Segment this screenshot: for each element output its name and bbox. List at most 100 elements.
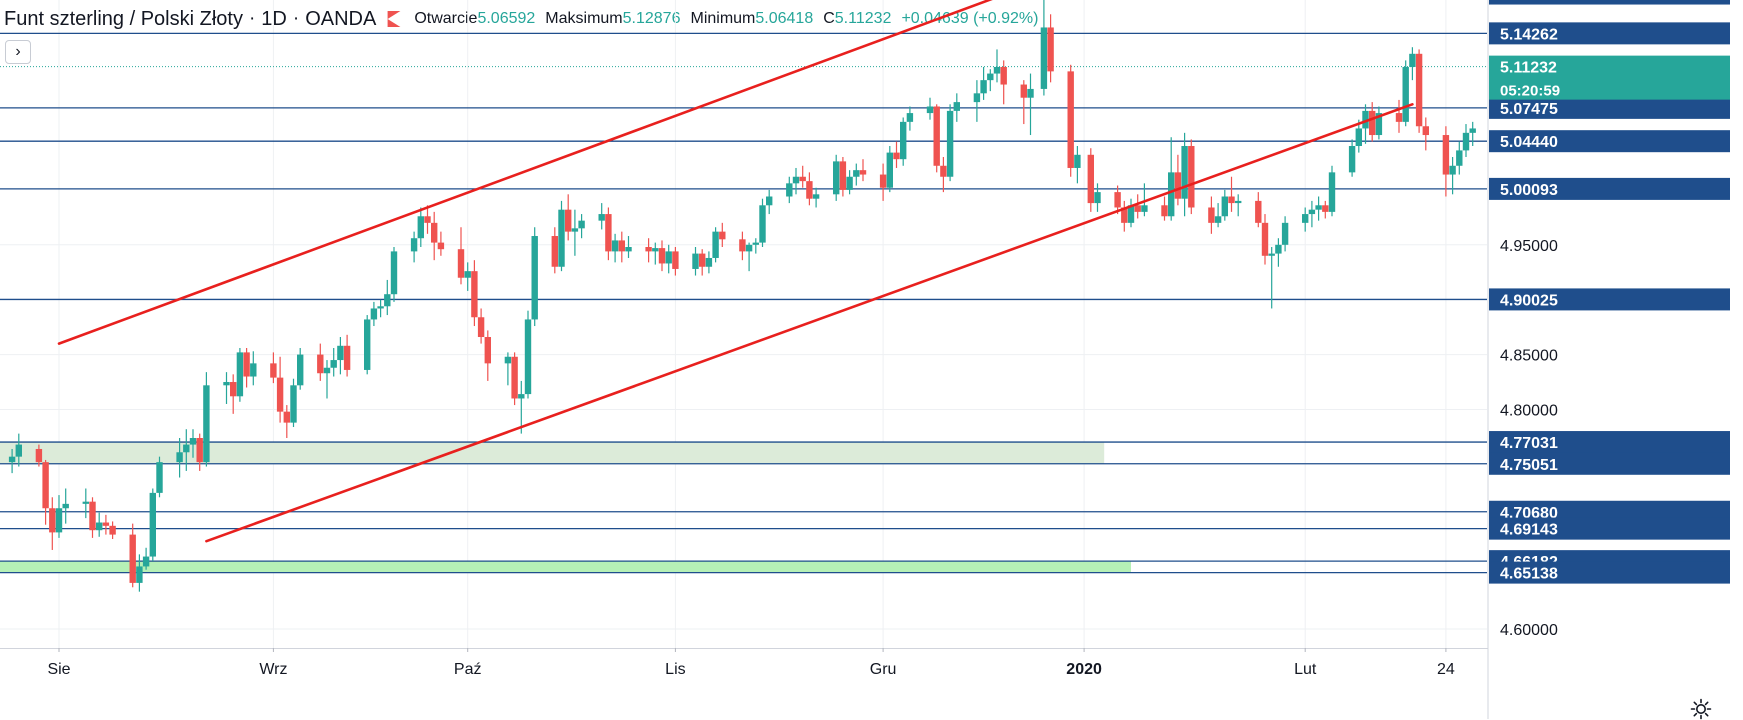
candle: [933, 104, 940, 173]
candle-body: [571, 228, 579, 232]
separator-dot: ·: [292, 8, 300, 29]
price-label-box: [1489, 177, 1730, 200]
candle: [1369, 102, 1376, 142]
price-label-text: 5.00093: [1500, 182, 1558, 199]
candle: [183, 429, 190, 471]
candle: [1087, 148, 1094, 212]
candle-body: [1268, 253, 1275, 256]
candle-body: [833, 161, 840, 195]
candle-body: [1442, 135, 1450, 175]
candle-body: [15, 444, 22, 457]
candle: [1462, 124, 1470, 157]
change-value: +0.04639 (+0.92%): [901, 10, 1039, 27]
candle-body: [1449, 165, 1456, 175]
candle: [1188, 139, 1195, 215]
candle: [471, 260, 478, 327]
candle-body: [598, 214, 605, 221]
candle: [276, 356, 284, 423]
candle: [1174, 154, 1182, 206]
price-label-text: 5.04440: [1500, 134, 1558, 151]
time-scale[interactable]: Sie Wrz Paź Lis Gru 2020 Lut 24: [47, 648, 1455, 678]
candle: [980, 66, 987, 100]
candle-body: [390, 251, 398, 295]
candle: [230, 374, 237, 414]
candle-body: [223, 382, 230, 386]
legend-collapse-button[interactable]: ›: [5, 40, 31, 64]
price-scale[interactable]: 5.200004.950004.850004.800004.600005.178…: [1489, 0, 1730, 639]
price-tick-label: 4.80000: [1500, 402, 1558, 419]
candle: [1415, 49, 1423, 133]
candle-body: [343, 345, 351, 370]
candle: [605, 207, 612, 261]
candle-body: [1174, 172, 1182, 199]
candle: [1181, 132, 1188, 217]
candle-body: [156, 462, 163, 493]
candle-body: [236, 352, 244, 397]
candle-body: [946, 110, 954, 177]
candle: [1302, 207, 1309, 232]
price-line-label: 4.75051: [1489, 452, 1730, 475]
price-label-text: 4.69143: [1500, 522, 1558, 539]
candle-body: [1127, 205, 1135, 223]
candle: [987, 69, 994, 92]
candle: [565, 194, 572, 241]
candle-body: [1395, 113, 1403, 122]
candle: [35, 444, 43, 467]
symbol-name[interactable]: Funt szterling / Polski Złoty: [4, 7, 243, 30]
candle-body: [812, 194, 820, 199]
time-tick-label: Wrz: [259, 661, 287, 678]
candle-body: [1074, 154, 1081, 168]
candle: [1469, 121, 1476, 147]
candle: [705, 251, 713, 274]
candle-body: [1047, 27, 1054, 72]
candle: [879, 163, 887, 201]
candle-body: [578, 220, 585, 229]
gear-icon[interactable]: [1690, 698, 1712, 720]
candle: [1067, 64, 1074, 177]
candle: [719, 222, 726, 248]
price-label-box: [1489, 96, 1730, 119]
candle: [377, 299, 384, 318]
candle: [1422, 117, 1429, 151]
candle: [431, 211, 438, 261]
candle-body: [940, 165, 947, 177]
candle-body: [906, 113, 914, 122]
candle: [953, 93, 960, 122]
candle: [1000, 60, 1007, 105]
candle-body: [55, 508, 63, 533]
candle-body: [933, 106, 940, 166]
candle-body: [189, 438, 197, 445]
trend-line: [205, 102, 1414, 543]
candle-body: [1040, 27, 1048, 89]
candle: [518, 380, 525, 434]
candle-body: [1369, 110, 1376, 136]
candle-body: [1315, 205, 1322, 210]
candle: [652, 242, 659, 265]
candle-body: [142, 556, 150, 567]
candle-body: [511, 356, 518, 399]
candle-body: [953, 102, 960, 111]
candle: [142, 547, 150, 570]
separator-dot: ·: [248, 8, 256, 29]
support-zone: [0, 442, 1105, 464]
candle: [1375, 106, 1383, 140]
candle-body: [692, 253, 699, 269]
candle: [337, 337, 344, 375]
price-label-text: 4.70680: [1500, 505, 1558, 522]
candle-body: [176, 452, 183, 463]
candle-body: [1348, 146, 1356, 173]
price-label-box: [1489, 500, 1730, 523]
candle: [672, 247, 679, 276]
candle-body: [1208, 207, 1215, 223]
candle: [1402, 60, 1409, 127]
flag-icon[interactable]: [387, 11, 401, 27]
candle: [839, 156, 847, 197]
interval-label[interactable]: 1D: [261, 7, 287, 30]
high-label: Maksimum: [545, 10, 623, 27]
low-label: Minimum: [690, 10, 756, 27]
price-label-text: 4.90025: [1500, 292, 1558, 309]
candle-body: [766, 196, 773, 206]
candle: [283, 405, 290, 439]
time-tick-label: Lut: [1294, 661, 1317, 678]
